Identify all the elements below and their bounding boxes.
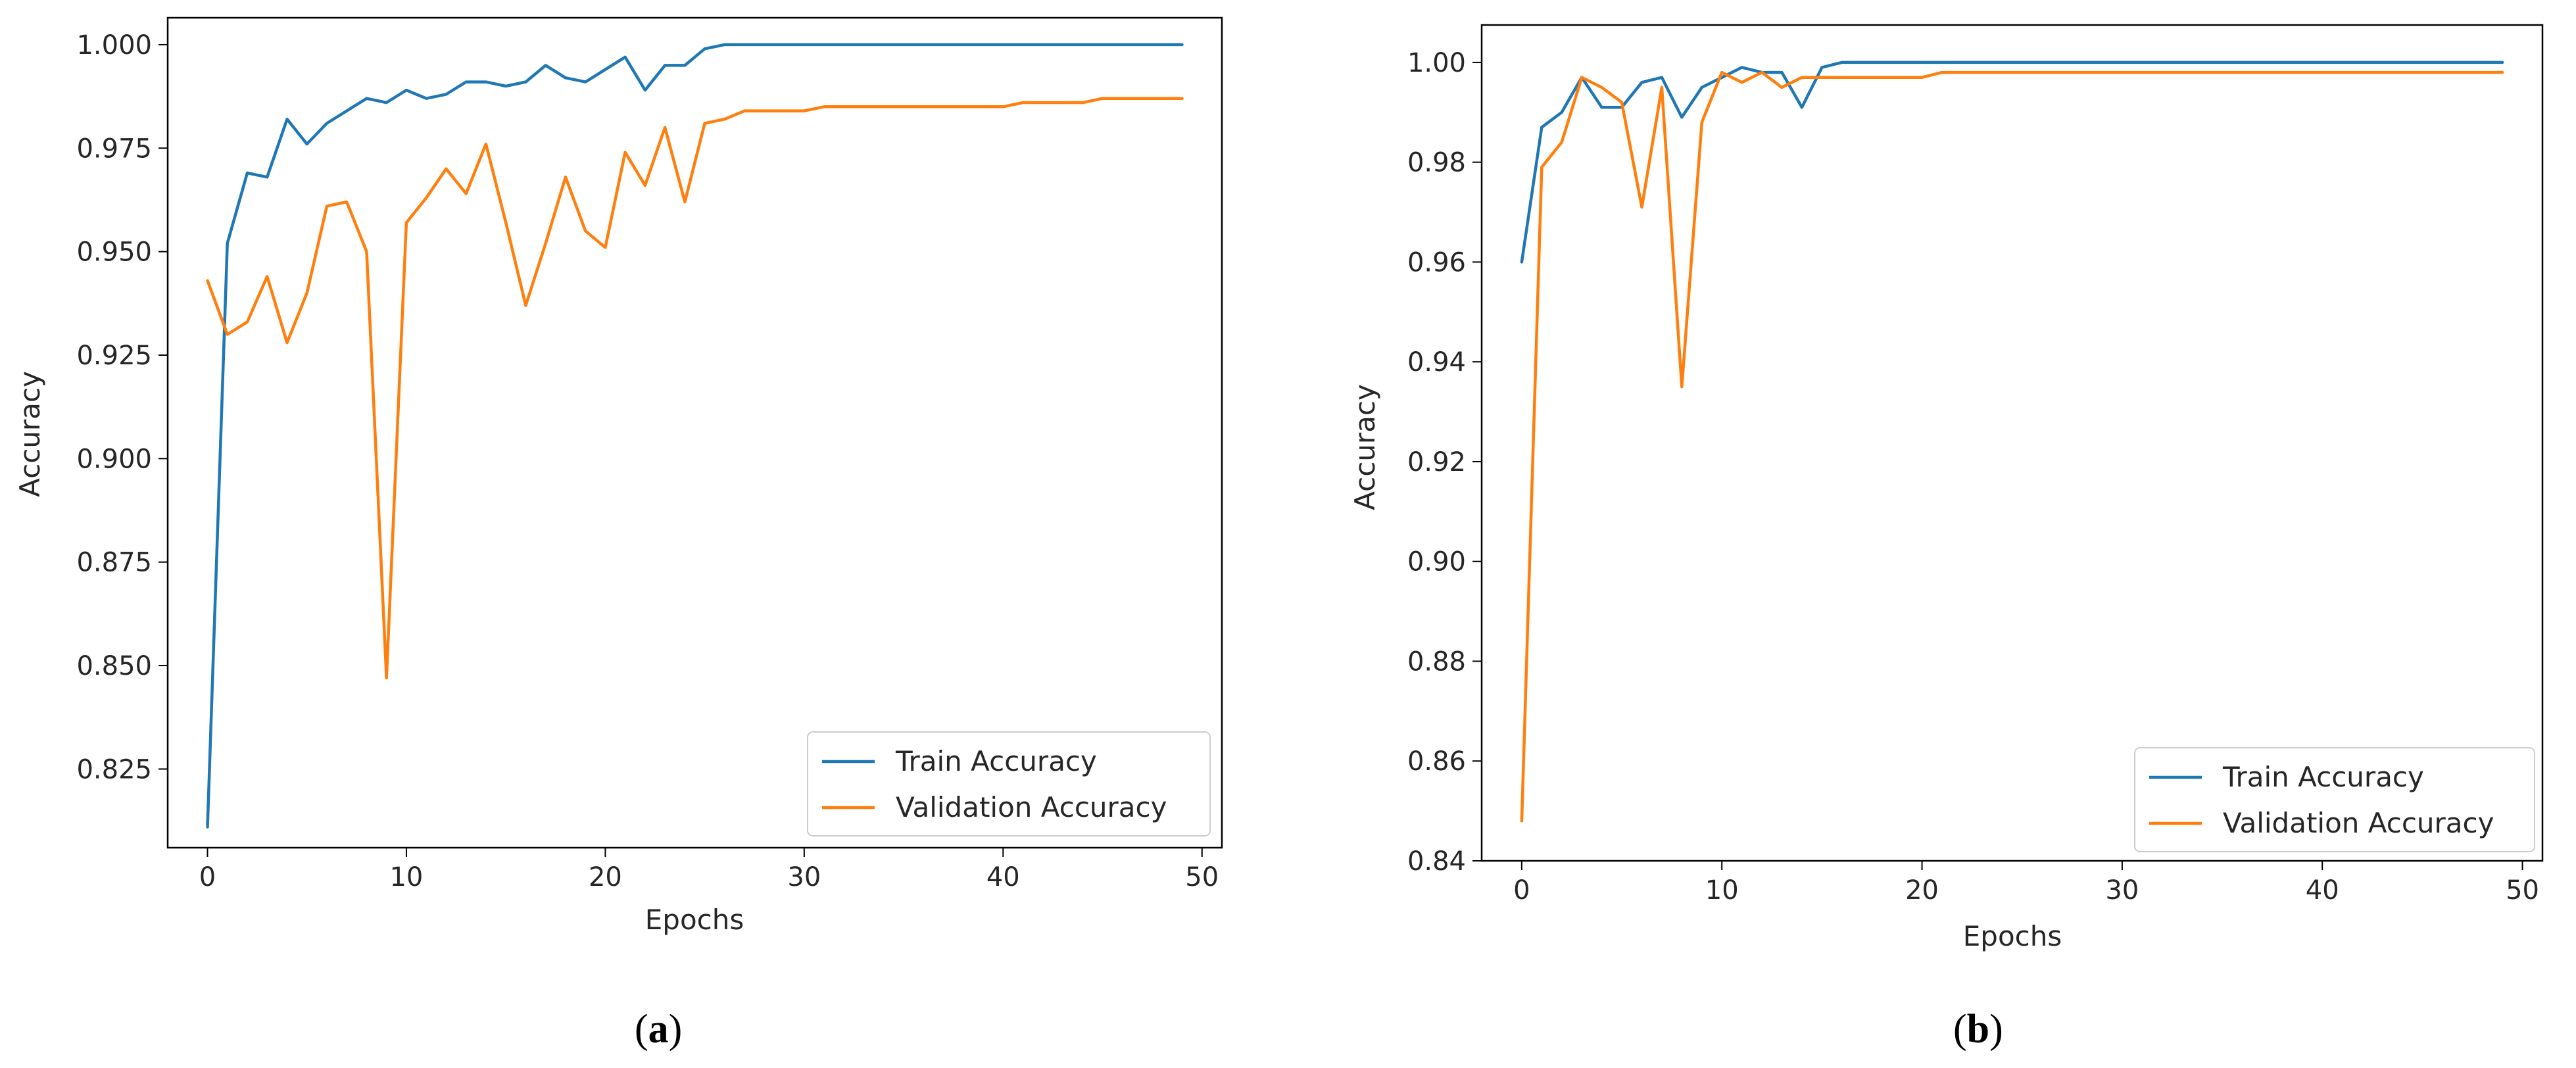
y-tick-label: 0.875 xyxy=(76,548,152,578)
y-tick-label: 0.825 xyxy=(76,754,152,785)
caption-letter: a xyxy=(648,1007,669,1052)
y-tick-label: 0.84 xyxy=(1407,846,1466,877)
caption-close: ) xyxy=(1989,1007,2003,1052)
x-tick-label: 0 xyxy=(1513,875,1530,906)
caption-open: ( xyxy=(635,1007,648,1052)
plot-frame xyxy=(166,16,1223,849)
x-tick-label: 20 xyxy=(589,862,622,892)
series-line-train xyxy=(206,43,1184,829)
legend: Train Accuracy Validation Accuracy xyxy=(2134,747,2535,852)
y-tick-label: 0.950 xyxy=(76,237,152,268)
series-line-train xyxy=(1520,61,2504,264)
x-tick-label: 30 xyxy=(2105,875,2139,906)
legend-entry: Train Accuracy xyxy=(2222,761,2424,793)
x-tick-label: 30 xyxy=(787,862,821,892)
y-tick-label: 0.96 xyxy=(1407,247,1466,278)
y-tick-label: 1.000 xyxy=(76,30,152,61)
y-tick-label: 0.90 xyxy=(1407,547,1466,577)
caption-letter: b xyxy=(1967,1007,1989,1052)
chart-b: 0 10 20 30 40 50 0.84 0.86 0.88 0.90 0.92 0.94 0.96 0… xyxy=(1349,24,2544,1052)
x-tick-label: 40 xyxy=(986,862,1020,892)
panel-caption: (a) xyxy=(635,1007,682,1052)
y-tick-label: 0.925 xyxy=(76,341,152,371)
y-axis-label: Accuracy xyxy=(14,371,46,497)
x-tick-label: 0 xyxy=(199,862,216,892)
y-tick-label: 0.94 xyxy=(1407,347,1466,377)
legend-box xyxy=(2134,747,2535,852)
caption-close: ) xyxy=(669,1007,683,1052)
plot-frame xyxy=(1480,24,2544,862)
y-tick-label: 0.900 xyxy=(76,444,152,474)
panel-caption: (b) xyxy=(1953,1007,2003,1052)
y-tick-label: 0.86 xyxy=(1407,746,1466,777)
legend-entry: Train Accuracy xyxy=(895,745,1097,777)
x-tick-label: 40 xyxy=(2306,875,2339,906)
legend-entry: Validation Accuracy xyxy=(896,791,1167,823)
series-line-validation xyxy=(206,97,1184,680)
x-tick-label: 10 xyxy=(1705,875,1739,906)
y-tick-label: 0.98 xyxy=(1407,148,1466,178)
y-axis-label: Accuracy xyxy=(1349,384,1381,510)
x-tick-label: 10 xyxy=(389,862,423,892)
caption-open: ( xyxy=(1953,1007,1967,1052)
x-tick-label: 50 xyxy=(1185,862,1219,892)
x-tick-label: 50 xyxy=(2506,875,2539,906)
series-line-validation xyxy=(1520,70,2504,823)
chart-a: 0 10 20 30 40 50 0.825 0.850 0.875 0.900 0.925 0.95… xyxy=(14,16,1223,1052)
legend-entry: Validation Accuracy xyxy=(2223,807,2494,839)
y-tick-label: 1.00 xyxy=(1407,48,1466,78)
legend-box xyxy=(807,731,1211,837)
y-tick-label: 0.88 xyxy=(1407,646,1466,677)
x-tick-label: 20 xyxy=(1905,875,1939,906)
x-axis-label: Epochs xyxy=(645,904,744,936)
y-tick-label: 0.975 xyxy=(76,134,152,164)
y-tick-label: 0.92 xyxy=(1407,447,1466,477)
y-tick-label: 0.850 xyxy=(76,651,152,681)
legend: Train Accuracy Validation Accuracy xyxy=(807,731,1211,837)
x-axis-label: Epochs xyxy=(1963,920,2062,952)
